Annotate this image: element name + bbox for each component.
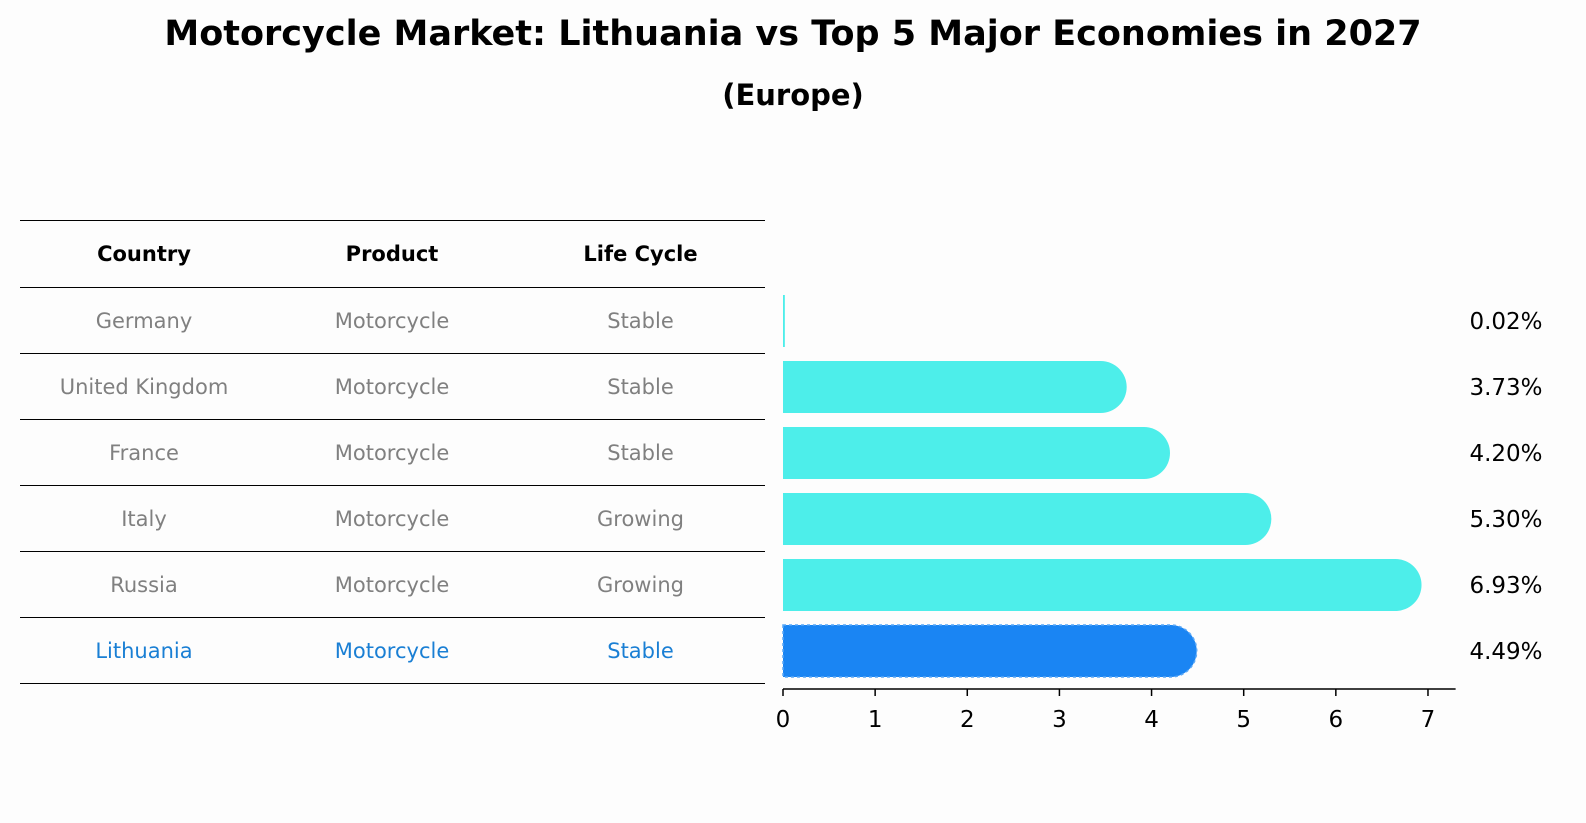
x-tick-label: 2 — [960, 707, 975, 733]
bar-lithuania — [782, 624, 1198, 678]
cell-life-cycle: Growing — [516, 485, 765, 552]
x-tick-label: 1 — [868, 707, 883, 733]
chart-title: Motorcycle Market: Lithuania vs Top 5 Ma… — [164, 14, 1422, 54]
x-tick-label: 3 — [1052, 707, 1067, 733]
table-header-row: Country Product Life Cycle — [20, 220, 765, 288]
value-label: 4.49% — [1469, 639, 1542, 665]
value-label: 4.20% — [1469, 441, 1542, 467]
chart-subtitle: (Europe) — [722, 78, 864, 112]
value-label: 0.02% — [1469, 309, 1542, 335]
cell-country: Russia — [20, 551, 268, 618]
cell-country: France — [20, 419, 268, 486]
cell-country: United Kingdom — [20, 353, 268, 420]
value-label: 5.30% — [1469, 507, 1542, 533]
cell-product: Motorcycle — [268, 485, 516, 552]
cell-product: Motorcycle — [268, 551, 516, 618]
bar-united-kingdom — [783, 361, 1127, 413]
x-tick-label: 7 — [1421, 707, 1436, 733]
cell-product: Motorcycle — [268, 287, 516, 354]
cell-product: Motorcycle — [268, 617, 516, 684]
cell-country: Lithuania — [20, 617, 268, 684]
bar-france — [783, 427, 1170, 479]
x-tick-label: 0 — [776, 707, 791, 733]
cell-product: Motorcycle — [268, 419, 516, 486]
header-country: Country — [20, 220, 268, 288]
cell-life-cycle: Growing — [516, 551, 765, 618]
x-tick-label: 5 — [1236, 707, 1251, 733]
header-product: Product — [268, 220, 516, 288]
table-row: Italy Motorcycle Growing — [20, 485, 765, 552]
cell-country: Germany — [20, 287, 268, 354]
x-tick-label: 6 — [1329, 707, 1344, 733]
cell-product: Motorcycle — [268, 353, 516, 420]
market-table: Country Product Life Cycle Germany Motor… — [20, 220, 765, 684]
bar-russia — [783, 559, 1422, 611]
x-tick-label: 4 — [1144, 707, 1159, 733]
bar-germany — [783, 295, 785, 347]
table-row: Russia Motorcycle Growing — [20, 551, 765, 618]
table-row: Germany Motorcycle Stable — [20, 287, 765, 354]
cell-life-cycle: Stable — [516, 617, 765, 684]
header-life-cycle: Life Cycle — [516, 220, 765, 288]
bar-italy — [783, 493, 1272, 545]
table-row: United Kingdom Motorcycle Stable — [20, 353, 765, 420]
cell-life-cycle: Stable — [516, 287, 765, 354]
cell-life-cycle: Stable — [516, 419, 765, 486]
table-row: France Motorcycle Stable — [20, 419, 765, 486]
cell-country: Italy — [20, 485, 268, 552]
table-row-highlighted: Lithuania Motorcycle Stable — [20, 617, 765, 684]
value-label: 6.93% — [1469, 573, 1542, 599]
value-label: 3.73% — [1469, 375, 1542, 401]
